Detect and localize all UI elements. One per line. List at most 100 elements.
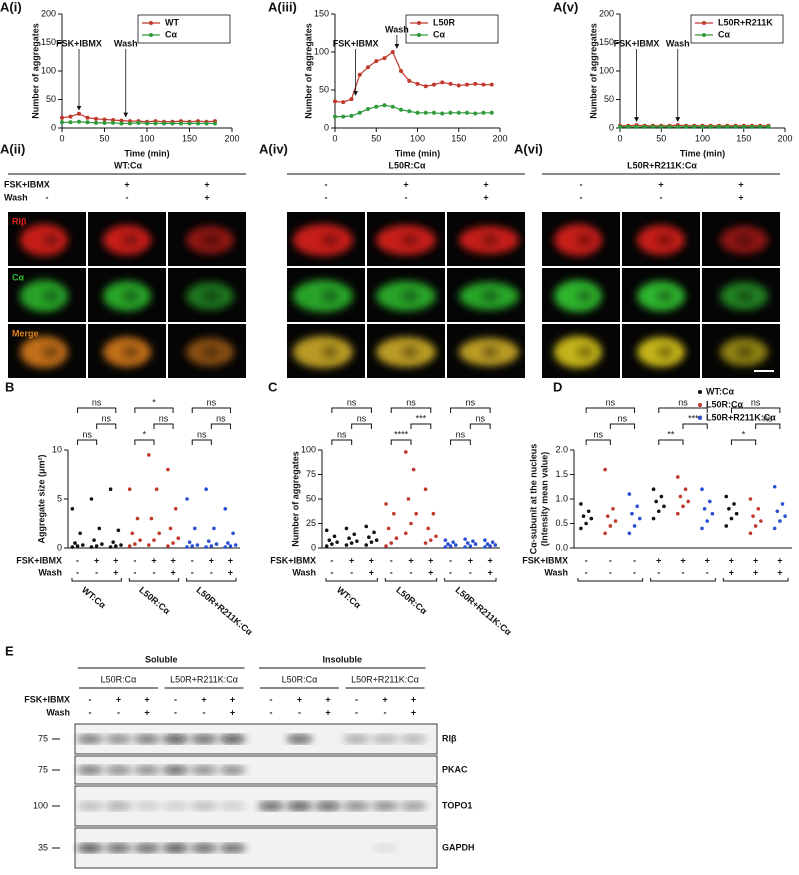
significance-bracket: [390, 407, 432, 413]
y-axis-label: Number of aggregates: [30, 23, 40, 119]
nucleus: [657, 234, 673, 246]
data-point: [708, 124, 713, 129]
treatment-sign: +: [230, 694, 235, 704]
nucleus: [322, 290, 338, 302]
significance-label: ns: [751, 397, 761, 407]
treatment-sign: +: [325, 694, 330, 704]
treatment-sign: -: [706, 567, 709, 577]
y-axis-label: Number of aggregates: [290, 451, 300, 547]
treatment-sign: -: [449, 567, 452, 577]
data-point: [179, 121, 183, 126]
band: [219, 766, 246, 774]
data-point: [686, 499, 690, 504]
nucleus: [322, 346, 338, 358]
data-point: [214, 542, 219, 546]
legend-box: [405, 14, 499, 44]
data-point: [443, 545, 448, 549]
data-point: [226, 541, 230, 545]
data-point: [465, 82, 469, 87]
nucleus: [322, 234, 338, 246]
data-point: [733, 124, 738, 129]
data-point: [766, 124, 771, 129]
group-bracket: [384, 578, 438, 582]
data-point: [100, 542, 104, 546]
treatment-sign: -: [390, 567, 393, 577]
band: [191, 735, 217, 743]
data-point: [344, 526, 349, 531]
data-point: [119, 121, 124, 126]
y-tick-label: 100: [41, 65, 56, 75]
data-point: [778, 519, 782, 523]
data-point: [166, 544, 170, 548]
data-point: [434, 534, 438, 539]
data-point: [483, 538, 487, 542]
data-point: [94, 120, 98, 125]
band: [162, 802, 189, 810]
data-point: [481, 110, 486, 115]
data-point: [759, 519, 763, 523]
data-point: [700, 526, 704, 531]
data-point: [130, 531, 135, 536]
treatment-sign: +: [204, 179, 209, 189]
x-tick-label: 0: [332, 133, 337, 143]
data-point: [133, 542, 137, 546]
data-point: [489, 110, 494, 115]
annotation: Wash: [114, 38, 138, 48]
legend-marker: [702, 33, 706, 37]
panel-label: A(ii): [0, 141, 25, 156]
significance-label: ns: [678, 397, 688, 407]
treatment-sign: +: [738, 179, 743, 189]
band: [372, 802, 398, 810]
data-point: [223, 545, 228, 549]
data-point: [586, 509, 591, 514]
data-point: [386, 526, 391, 531]
data-point: [374, 59, 379, 64]
data-point: [473, 111, 478, 116]
treatment-sign: +: [468, 555, 473, 565]
data-point: [415, 81, 420, 86]
treatment-sign: -: [355, 694, 358, 704]
data-point: [111, 540, 115, 544]
nucleus: [482, 346, 498, 358]
treatment-sign: +: [349, 555, 354, 565]
significance-bracket: [585, 407, 636, 413]
x-tick-label: 0: [617, 133, 622, 143]
group-label: L50R:Cα: [137, 585, 172, 617]
x-tick-label: 200: [777, 133, 792, 143]
data-point: [702, 507, 707, 511]
treatment-sign: -: [153, 567, 156, 577]
data-point: [772, 484, 777, 489]
nucleus: [203, 234, 219, 246]
data-point: [626, 124, 631, 129]
y-tick-label: 0: [609, 122, 614, 132]
data-point: [333, 99, 337, 104]
micrograph-title: L50R:Cα: [388, 160, 426, 170]
treatment-sign: +: [325, 707, 330, 717]
x-axis-label: Time (min): [124, 148, 169, 158]
treatment-sign: -: [609, 567, 612, 577]
significance-bracket: [351, 423, 372, 429]
series-line: [334, 51, 492, 103]
data-point: [89, 497, 94, 501]
band: [105, 735, 132, 743]
band: [162, 735, 189, 743]
data-point: [119, 118, 124, 123]
y-tick-label: 10: [52, 444, 62, 454]
band: [400, 802, 427, 810]
y-tick-label: 1.5: [555, 469, 568, 479]
data-point: [404, 531, 408, 536]
data-point: [426, 526, 430, 531]
data-point: [355, 539, 359, 543]
y-tick-label: 50: [604, 94, 614, 104]
y-tick-label: 100: [301, 444, 316, 454]
significance-label: ns: [357, 413, 367, 423]
data-point: [153, 121, 158, 126]
legend-box: [137, 14, 231, 44]
data-point: [741, 124, 746, 129]
micrograph-title: L50R+R211K:Cα: [627, 160, 697, 170]
treatment-label: Wash: [544, 567, 568, 577]
x-tick-label: 200: [492, 133, 507, 143]
data-point: [344, 543, 349, 547]
protein-label: GAPDH: [442, 842, 475, 852]
